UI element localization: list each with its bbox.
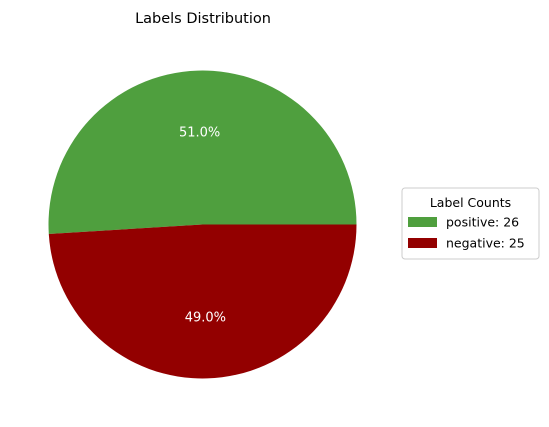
legend-swatch-negative [408,238,437,248]
percent-labels: 51.0% 49.0% [179,126,226,326]
legend-entries: positive: 26 negative: 25 [408,215,525,251]
pie-slice-positive [48,70,357,234]
legend-title: Label Counts [430,195,511,210]
chart-title: Labels Distribution [135,11,271,27]
legend-label-negative: negative: 25 [446,236,525,251]
legend: Label Counts positive: 26 negative: 25 [401,187,540,260]
percent-label-positive: 51.0% [179,126,220,141]
percent-label-negative: 49.0% [185,310,226,325]
pie-slice-negative [48,224,357,379]
legend-label-positive: positive: 26 [446,215,519,230]
legend-swatch-positive [408,217,437,227]
pie [48,70,357,379]
